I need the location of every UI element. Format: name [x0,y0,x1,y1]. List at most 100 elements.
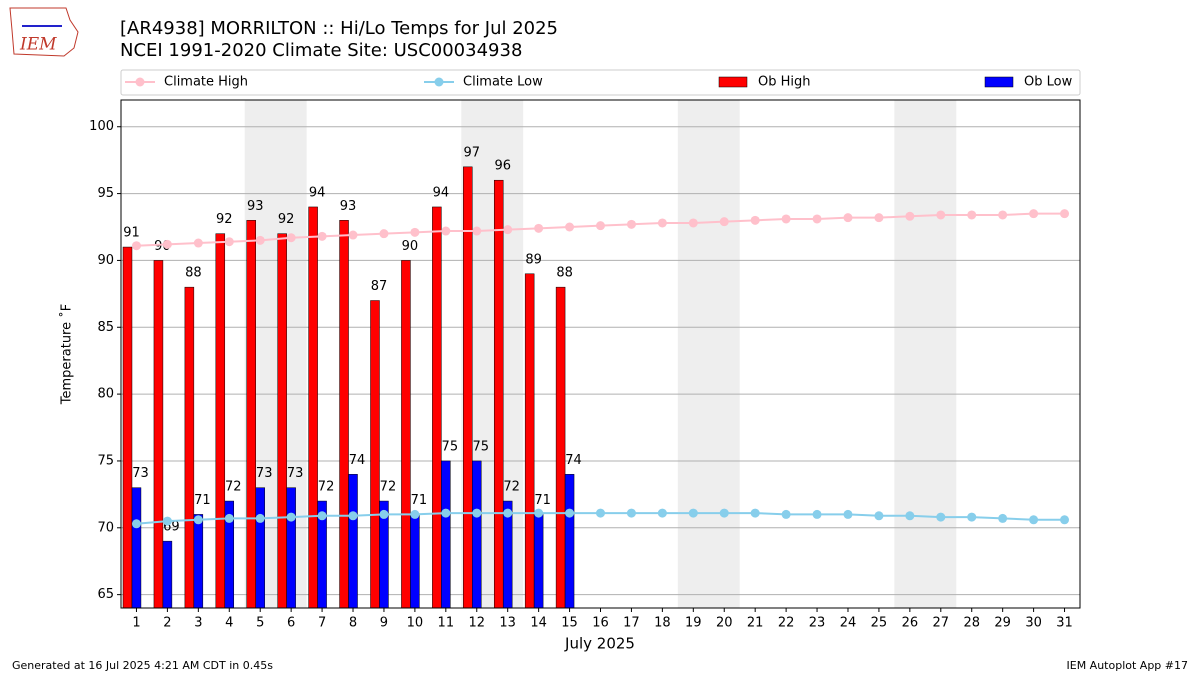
point [750,508,760,518]
logo: IEM [9,7,79,57]
x-tick-label: 13 [499,616,516,631]
x-tick-label: 23 [809,616,826,631]
point [503,508,513,518]
y-tick-label: 65 [97,587,114,602]
legend-label: Climate Low [463,75,543,90]
y-axis-label: Temperature ˚F [59,304,75,405]
x-tick-label: 21 [747,616,764,631]
point [410,509,420,519]
point [441,508,451,518]
point [193,238,203,248]
chart-title: [AR4938] MORRILTON :: Hi/Lo Temps for Ju… [120,18,558,39]
point [626,219,636,229]
logo-text: IEM [19,35,57,55]
x-tick-label: 2 [163,616,171,631]
value-label: 75 [442,439,459,454]
bar [246,220,256,609]
point [255,513,265,523]
bar [348,474,358,609]
value-label: 72 [318,480,335,495]
point [657,218,667,228]
x-tick-label: 27 [933,616,950,631]
point [224,513,234,523]
bar [524,273,535,609]
bar [463,166,473,609]
value-label: 71 [534,493,551,508]
point [317,231,327,241]
point [503,225,513,235]
point [657,508,667,518]
point [626,508,636,518]
bar [277,233,287,609]
point [348,230,358,240]
bar [441,460,451,609]
y-tick-label: 90 [97,253,114,268]
point [472,226,482,236]
point [379,229,389,239]
logo-outline [9,7,79,57]
x-tick-label: 9 [380,616,388,631]
point [688,218,698,228]
weekend-shade [677,100,740,608]
bar [339,220,349,609]
value-label: 92 [278,212,295,227]
y-tick-label: 75 [97,453,114,468]
y-tick-label: 80 [97,387,114,402]
point [874,213,884,223]
point [967,210,977,220]
x-tick-label: 19 [685,616,702,631]
bar [564,474,575,609]
x-tick-label: 11 [438,616,455,631]
x-tick-label: 5 [256,616,264,631]
x-tick-label: 15 [561,616,578,631]
bar [432,206,442,609]
point [317,511,327,521]
point [781,509,791,519]
point [472,508,482,518]
x-tick-label: 1 [132,616,140,631]
x-tick-label: 10 [407,616,424,631]
x-tick-label: 29 [994,616,1011,631]
bar [472,460,482,609]
point [255,235,265,245]
value-label: 96 [494,159,511,174]
point [596,508,605,518]
bar [533,514,544,609]
legend-label: Ob High [758,75,811,90]
x-tick-label: 25 [871,616,888,631]
x-tick-label: 28 [963,616,980,631]
point [843,213,853,223]
point [131,241,141,251]
point [131,519,141,529]
point [1060,515,1070,525]
bar [401,260,411,609]
value-label: 92 [216,212,233,227]
point [781,214,791,224]
x-tick-label: 31 [1056,616,1073,631]
point [193,515,203,525]
bar [131,487,142,609]
point [812,214,822,224]
point [905,211,915,221]
value-label: 74 [565,453,582,468]
bar [370,300,380,609]
point [874,511,884,521]
value-label: 75 [472,439,489,454]
point [936,512,946,522]
point [534,508,544,518]
value-label: 93 [247,199,264,214]
bar [286,487,296,609]
value-label: 73 [132,466,149,481]
legend-box [120,69,1081,96]
x-tick-label: 17 [623,616,640,631]
point [565,508,575,518]
x-tick-label: 8 [349,616,357,631]
point [719,217,729,227]
value-label: 94 [433,185,450,200]
x-tick-label: 14 [530,616,547,631]
point [1029,515,1039,525]
bar [255,487,265,609]
point [565,222,575,232]
point [1060,209,1070,219]
